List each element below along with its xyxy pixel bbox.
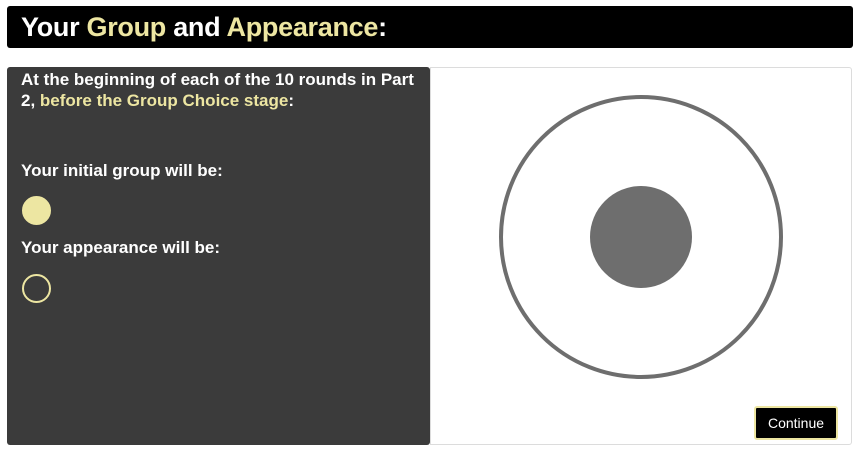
intro-text-highlight: before the Group Choice stage <box>39 91 289 110</box>
title-text-group: Group <box>86 11 167 42</box>
page-title: Your Group and Appearance: <box>21 12 387 43</box>
intro-text-main: At the beginning of each of the 10 round… <box>21 70 414 110</box>
initial-group-filled-circle-icon <box>22 196 51 225</box>
appearance-empty-circle-icon <box>22 274 51 303</box>
appearance-label: Your appearance will be: <box>21 238 221 257</box>
title-text-colon: : <box>378 11 387 42</box>
title-text-your: Your <box>21 11 87 42</box>
outer-ring-icon <box>499 95 783 379</box>
intro-text-colon: : <box>288 91 295 110</box>
inner-dot-icon <box>590 186 692 288</box>
title-text-and: and <box>166 11 227 42</box>
info-panel: At the beginning of each of the 10 round… <box>7 67 430 445</box>
initial-group-label: Your initial group will be: <box>21 161 223 180</box>
figure-panel: Continue <box>430 67 852 445</box>
title-text-appearance: Appearance <box>226 11 379 42</box>
page-header: Your Group and Appearance: <box>7 6 853 48</box>
intro-text: At the beginning of each of the 10 round… <box>21 69 416 111</box>
continue-button[interactable]: Continue <box>754 406 838 440</box>
